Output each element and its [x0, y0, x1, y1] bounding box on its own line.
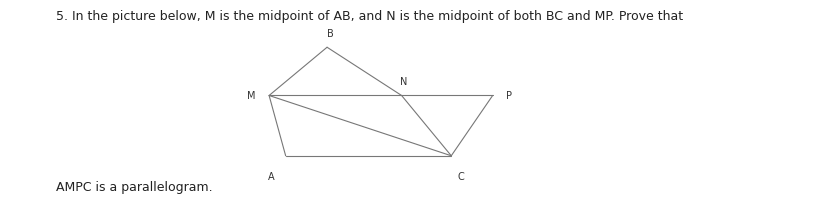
Text: C: C: [457, 171, 464, 181]
Text: A: A: [267, 171, 274, 181]
Text: N: N: [399, 77, 406, 87]
Text: AMPC is a parallelogram.: AMPC is a parallelogram.: [56, 180, 213, 193]
Text: B: B: [327, 29, 333, 39]
Text: 5. In the picture below, M is the midpoint of AB, and N is the midpoint of both : 5. In the picture below, M is the midpoi…: [56, 10, 682, 23]
Text: P: P: [505, 91, 512, 101]
Text: M: M: [246, 91, 255, 101]
